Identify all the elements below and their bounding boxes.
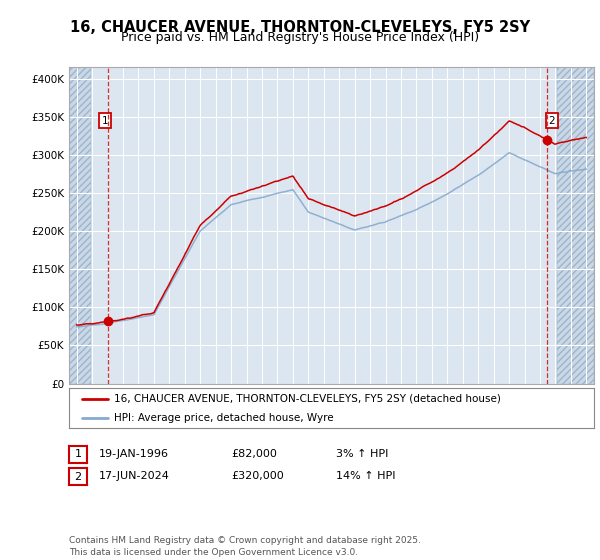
Text: 16, CHAUCER AVENUE, THORNTON-CLEVELEYS, FY5 2SY: 16, CHAUCER AVENUE, THORNTON-CLEVELEYS, … [70,20,530,35]
Text: £320,000: £320,000 [231,471,284,481]
Text: 2: 2 [548,115,555,125]
Text: 1: 1 [102,115,109,125]
Text: 16, CHAUCER AVENUE, THORNTON-CLEVELEYS, FY5 2SY (detached house): 16, CHAUCER AVENUE, THORNTON-CLEVELEYS, … [113,394,500,404]
Text: Price paid vs. HM Land Registry's House Price Index (HPI): Price paid vs. HM Land Registry's House … [121,31,479,44]
Text: 19-JAN-1996: 19-JAN-1996 [99,449,169,459]
Text: HPI: Average price, detached house, Wyre: HPI: Average price, detached house, Wyre [113,413,333,422]
Bar [69,67,91,384]
Text: 17-JUN-2024: 17-JUN-2024 [99,471,170,481]
Bar [557,67,594,384]
Text: 14% ↑ HPI: 14% ↑ HPI [336,471,395,481]
Text: Contains HM Land Registry data © Crown copyright and database right 2025.
This d: Contains HM Land Registry data © Crown c… [69,536,421,557]
Text: 3% ↑ HPI: 3% ↑ HPI [336,449,388,459]
Text: £82,000: £82,000 [231,449,277,459]
Text: 1: 1 [74,449,82,459]
Text: 2: 2 [74,472,82,482]
